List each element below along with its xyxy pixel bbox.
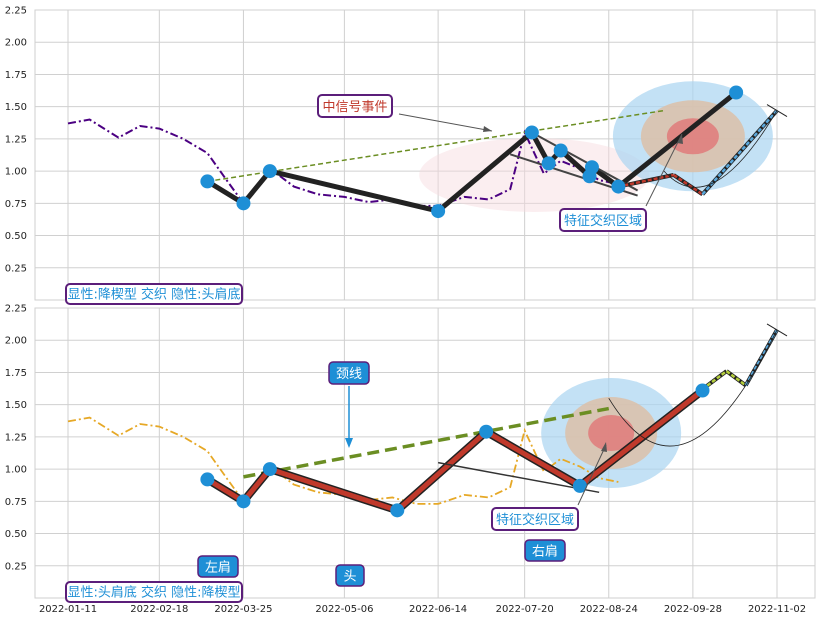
plot-frame bbox=[34, 307, 816, 599]
y-tick-label: 2.00 bbox=[5, 336, 27, 347]
y-tick-label: 0.50 bbox=[5, 529, 27, 540]
target-bracket bbox=[766, 104, 788, 117]
resistance-trendline bbox=[207, 109, 665, 183]
top-panel: 0.25 0.50 0.75 1.00 1.25 1.50 1.75 2.00 2.25 显性:降… bbox=[5, 6, 816, 305]
pattern-point-marker bbox=[200, 472, 215, 487]
x-tick-label: 2022-08-24 bbox=[580, 604, 638, 615]
annotation-arrow bbox=[398, 113, 493, 132]
projection-curve bbox=[663, 110, 778, 188]
annotation-box bbox=[328, 361, 370, 385]
forecast-segment bbox=[725, 370, 747, 387]
y-tick-label: 0.75 bbox=[5, 497, 27, 508]
annotation-box bbox=[317, 94, 393, 118]
neckline bbox=[243, 406, 610, 479]
interweave-zone-inner bbox=[666, 118, 719, 155]
caption-box bbox=[65, 283, 243, 305]
annotation-arrow bbox=[577, 444, 607, 506]
pattern-point-marker bbox=[262, 462, 277, 477]
forecast-segment bbox=[744, 329, 779, 386]
pattern-point-marker bbox=[479, 424, 494, 439]
forecast-segment bbox=[701, 109, 778, 196]
pattern-point-marker bbox=[553, 143, 568, 158]
left-shoulder-label: 左肩 bbox=[205, 560, 231, 576]
pattern-point-marker bbox=[390, 503, 405, 518]
y-tick-label: 2.25 bbox=[5, 304, 27, 315]
x-tick-label: 2022-06-14 bbox=[409, 604, 467, 615]
target-bracket bbox=[766, 323, 788, 337]
pattern-point-marker bbox=[729, 85, 744, 100]
pattern-point-marker bbox=[524, 125, 539, 140]
y-tick-label: 1.25 bbox=[5, 134, 27, 145]
caption-text: 显性:头肩底 交织 隐性:降楔型 bbox=[67, 585, 240, 601]
x-tick-label: 2022-01-11 bbox=[39, 604, 97, 615]
y-tick-label: 0.75 bbox=[5, 199, 27, 210]
pattern-label-box bbox=[524, 539, 566, 562]
y-tick-label: 0.50 bbox=[5, 231, 27, 242]
pattern-point-marker bbox=[236, 494, 251, 509]
annotation-interweave-zone: 特征交织区域 bbox=[496, 512, 574, 528]
annotation-box bbox=[559, 208, 647, 232]
x-tick-label: 2022-03-25 bbox=[214, 604, 272, 615]
annotation-arrowhead bbox=[483, 126, 492, 132]
pattern-point-marker bbox=[431, 204, 446, 219]
x-tick-label: 2022-09-28 bbox=[664, 604, 722, 615]
pattern-point-marker bbox=[200, 174, 215, 189]
annotation-arrowhead bbox=[601, 442, 607, 452]
y-tick-label: 0.25 bbox=[5, 561, 27, 572]
projection-curve bbox=[608, 329, 778, 447]
annotation-arrow bbox=[645, 133, 683, 207]
pattern-point-marker bbox=[572, 478, 587, 493]
shaded-zone bbox=[419, 137, 650, 212]
y-tick-label: 1.50 bbox=[5, 102, 27, 113]
annotation-arrowhead bbox=[677, 134, 683, 144]
interweave-zone-inner bbox=[588, 415, 635, 452]
pattern-point-marker bbox=[584, 160, 599, 175]
x-tick-label: 2022-05-06 bbox=[315, 604, 373, 615]
y-tick-label: 1.75 bbox=[5, 368, 27, 379]
y-tick-label: 0.25 bbox=[5, 263, 27, 274]
annotation-arrowhead bbox=[345, 438, 353, 448]
x-tick-label: 2022-07-20 bbox=[496, 604, 554, 615]
caption-text: 显性:降楔型 交织 隐性:头肩底 bbox=[67, 287, 240, 303]
shoulder-line bbox=[437, 461, 600, 494]
head-label: 头 bbox=[343, 570, 356, 585]
y-tick-label: 2.25 bbox=[5, 6, 27, 17]
price-series-line bbox=[67, 118, 619, 207]
forecast-segment bbox=[701, 370, 728, 391]
annotation-interweave-zone: 特征交织区域 bbox=[564, 213, 642, 229]
y-tick-label: 1.75 bbox=[5, 70, 27, 81]
bottom-panel: 0.25 0.50 0.75 1.00 1.25 1.50 1.75 2.00 2.25 2022… bbox=[5, 304, 816, 615]
y-tick-label: 1.00 bbox=[5, 465, 27, 476]
forecast-segment bbox=[618, 173, 674, 188]
pattern-label-box bbox=[197, 555, 239, 578]
y-tick-label: 1.00 bbox=[5, 167, 27, 178]
y-tick-label: 2.00 bbox=[5, 38, 27, 49]
pattern-point-marker bbox=[695, 383, 710, 398]
x-tick-label: 2022-11-02 bbox=[748, 604, 806, 615]
x-tick-label: 2022-02-18 bbox=[130, 604, 188, 615]
annotation-neckline: 颈线 bbox=[336, 367, 362, 382]
y-tick-label: 1.50 bbox=[5, 400, 27, 411]
pattern-point-marker bbox=[236, 196, 251, 211]
right-shoulder-label: 右肩 bbox=[532, 544, 558, 560]
pattern-point-marker bbox=[611, 179, 626, 194]
caption-box bbox=[65, 581, 243, 603]
annotation-box bbox=[491, 507, 579, 531]
pattern-point-marker bbox=[541, 156, 556, 171]
pattern-label-box bbox=[335, 564, 365, 587]
pattern-point-marker bbox=[262, 164, 277, 179]
forecast-outline bbox=[672, 173, 704, 196]
y-tick-label: 1.25 bbox=[5, 432, 27, 443]
annotation-signal-event: 中信号事件 bbox=[322, 100, 387, 115]
